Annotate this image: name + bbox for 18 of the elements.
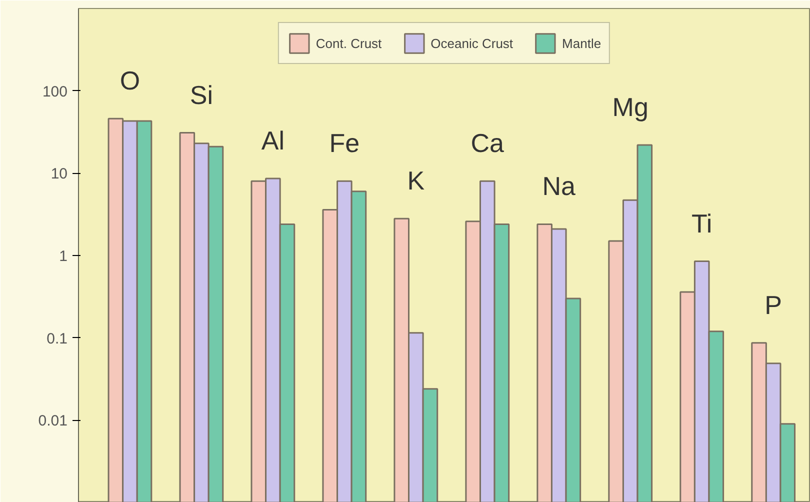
x-tick-label: Ca <box>470 128 505 158</box>
x-tick-label: Ti <box>691 208 712 238</box>
x-tick-label: P <box>764 290 782 320</box>
x-tick-label: Mg <box>612 92 648 122</box>
y-tick-label: 0.01 <box>38 412 68 430</box>
y-tick-label: 10 <box>50 166 68 183</box>
y-tick-label: 100 <box>42 83 68 100</box>
y-tick-label: 1 <box>59 248 68 265</box>
legend-label: Mantle <box>562 36 602 50</box>
legend-label: Cont. Crust <box>316 36 382 50</box>
x-tick-label: Na <box>542 171 576 202</box>
x-tick-label: K <box>407 166 426 196</box>
x-tick-label: O <box>120 66 140 96</box>
y-tick-label: 0.1 <box>46 330 68 348</box>
legend-label: Oceanic Crust <box>430 36 514 50</box>
x-tick-label: Fe <box>329 128 360 158</box>
x-tick-label: Al <box>261 126 285 156</box>
x-tick-label: Si <box>190 80 214 110</box>
